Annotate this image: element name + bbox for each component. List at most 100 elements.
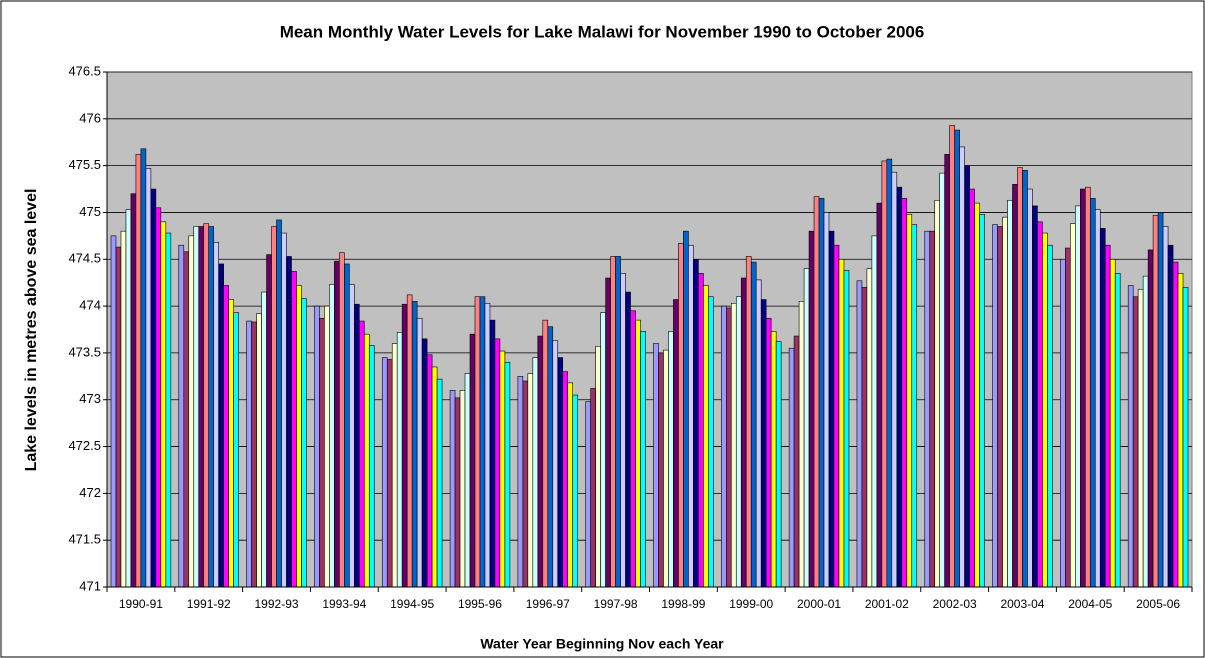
bar — [828, 230, 835, 588]
bar — [788, 347, 795, 588]
bar — [324, 305, 330, 588]
bar — [653, 343, 659, 588]
bar — [974, 202, 980, 588]
bar — [1152, 214, 1159, 588]
bar — [213, 242, 219, 588]
bar — [934, 199, 941, 588]
bar — [721, 305, 727, 588]
bar — [1177, 273, 1184, 588]
bar — [1132, 296, 1139, 588]
y-tick-label: 476.5 — [68, 63, 101, 78]
bar — [344, 263, 350, 588]
bar — [798, 301, 805, 588]
bar — [755, 279, 762, 588]
y-tick-label: 471.5 — [68, 532, 101, 547]
bar — [557, 357, 564, 588]
bar — [567, 382, 574, 588]
bar — [484, 302, 491, 588]
bar — [1022, 170, 1028, 588]
bar — [339, 252, 345, 588]
bar — [223, 285, 229, 588]
x-tick-label: 2003-04 — [1000, 597, 1044, 611]
bar — [1007, 199, 1013, 588]
bar — [391, 343, 398, 588]
bar — [449, 390, 456, 588]
bar — [183, 251, 190, 588]
bar — [866, 268, 873, 588]
bar — [605, 277, 611, 588]
bar — [668, 331, 674, 588]
bar — [750, 261, 757, 588]
bar — [314, 305, 320, 588]
bar — [959, 146, 965, 588]
bar — [178, 244, 185, 588]
bar — [954, 129, 960, 588]
bar — [286, 256, 292, 588]
x-tick-label: 2004-05 — [1068, 597, 1112, 611]
bar — [110, 235, 117, 588]
bar — [547, 326, 554, 588]
bar — [421, 338, 428, 588]
bar — [843, 270, 850, 588]
bar — [120, 230, 127, 588]
bar — [572, 394, 578, 588]
bar — [489, 319, 496, 588]
bar — [1080, 188, 1086, 588]
bar — [1047, 244, 1053, 588]
bar — [1089, 198, 1096, 588]
bar — [896, 186, 903, 588]
bar — [1037, 221, 1043, 588]
bar — [363, 333, 370, 588]
bar — [911, 224, 918, 588]
bar — [203, 223, 210, 588]
chart-title: Mean Monthly Water Levels for Lake Malaw… — [280, 22, 925, 41]
bar — [1162, 226, 1169, 588]
bar — [354, 303, 360, 588]
bar — [1114, 273, 1121, 588]
bar — [296, 285, 302, 588]
bar — [291, 271, 297, 588]
bar — [1137, 288, 1144, 588]
x-tick-label: 1994-95 — [390, 597, 434, 611]
bar — [688, 244, 694, 588]
bar — [793, 335, 800, 588]
bar — [301, 298, 307, 588]
bar — [693, 258, 699, 588]
bar — [198, 226, 205, 588]
bar — [562, 371, 569, 588]
x-tick-label: 1992-93 — [255, 597, 299, 611]
bar — [997, 226, 1003, 588]
bar — [1094, 209, 1101, 588]
bar — [140, 148, 147, 588]
bar — [396, 332, 403, 588]
bar — [130, 193, 137, 588]
bar — [1142, 275, 1149, 588]
bar — [431, 366, 438, 588]
bar — [517, 376, 524, 588]
y-tick-label: 474.5 — [68, 251, 101, 266]
x-tick-label: 1993-94 — [322, 597, 366, 611]
bar — [620, 273, 626, 588]
bar — [368, 345, 375, 588]
bar — [658, 352, 664, 588]
bar — [944, 154, 950, 588]
bar — [469, 333, 476, 588]
bar — [125, 209, 132, 588]
bar — [625, 291, 631, 588]
bar — [381, 357, 388, 588]
x-tick-label: 2001-02 — [865, 597, 909, 611]
bar — [464, 373, 471, 588]
bar — [1027, 188, 1033, 588]
bar — [1012, 184, 1018, 588]
bar — [770, 331, 777, 588]
bar — [150, 188, 157, 588]
bar — [349, 284, 355, 588]
bar — [459, 390, 466, 588]
bar — [266, 254, 272, 588]
bar — [929, 230, 936, 588]
bar — [735, 296, 742, 588]
y-tick-label: 473.5 — [68, 344, 101, 359]
bar — [1084, 186, 1091, 588]
bar — [532, 357, 539, 588]
bar — [760, 299, 767, 588]
